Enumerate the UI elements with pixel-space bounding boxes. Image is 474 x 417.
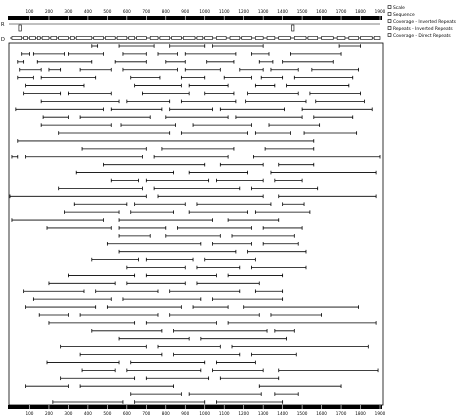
inverted-repeat-mark[interactable] [291,24,295,32]
repeats-frame [8,42,384,406]
bottom-tick-label: 1100 [219,411,230,416]
direct-coverage-block[interactable] [229,36,241,40]
top-tick-label: 1600 [316,9,327,14]
legend-label: Repeats - Inverted Repeats [393,26,453,32]
legend-checkbox[interactable] [387,19,392,23]
bottom-scale-ticks: 100 200 300 400 500 600 700 800 900 1000 1100 1200 1… [25,405,386,416]
top-tick-label: 700 [142,9,150,14]
top-tick-label: 600 [123,9,131,14]
bottom-tick-label: 300 [64,411,72,416]
bottom-tick-label: 500 [103,411,111,416]
direct-coverage-block[interactable] [159,36,170,40]
top-tick-label: 1900 [375,9,386,14]
top-scale-ticks: 100 200 300 400 500 600 700 800 900 1000 1100 1200 1… [25,9,386,20]
top-tick-label: 1300 [258,9,269,14]
direct-coverage-block[interactable] [70,36,75,40]
bottom-scale-bar [8,405,382,409]
bottom-tick-label: 1600 [316,411,327,416]
bottom-tick-label: 900 [181,411,189,416]
direct-coverage-block[interactable] [216,36,227,40]
legend-checkbox[interactable] [387,12,392,16]
legend-checkbox[interactable] [387,26,392,30]
top-scale: 100 200 300 400 500 600 700 800 900 1000 1100 1200 1… [8,9,386,20]
direct-coverage-block[interactable] [116,36,128,40]
direct-coverage-block[interactable] [307,36,318,40]
top-tick-label: 800 [162,9,170,14]
direct-coverage-block[interactable] [36,36,41,40]
inverted-coverage-track: R [1,22,380,32]
legend-checkbox[interactable] [387,33,392,37]
direct-coverage-block[interactable] [255,36,264,40]
top-tick-label: 1100 [219,9,230,14]
inverted-track-label: R [1,22,5,28]
bottom-scale: 100 200 300 400 500 600 700 800 900 1000 1100 1200 1… [8,405,386,416]
direct-coverage-block[interactable] [75,36,93,40]
direct-coverage-block[interactable] [136,36,147,40]
legend-label: Scale [393,5,405,11]
bottom-tick-label: 100 [25,411,33,416]
bottom-tick-label: 1300 [258,411,269,416]
direct-coverage-block[interactable] [336,36,346,40]
direct-coverage-block[interactable] [373,36,381,40]
top-tick-label: 1000 [199,9,210,14]
bottom-tick-label: 600 [123,411,131,416]
direct-coverage-block[interactable] [41,36,50,40]
direct-coverage-block[interactable] [348,36,359,40]
bottom-tick-label: 700 [142,411,150,416]
bottom-tick-label: 200 [45,411,53,416]
top-tick-label: 100 [25,9,33,14]
direct-coverage-block[interactable] [105,36,116,40]
direct-coverage-block[interactable] [58,36,69,40]
bottom-tick-label: 1900 [375,411,386,416]
direct-coverage-block[interactable] [23,36,28,40]
legend-label: Coverage - Direct Repeats [393,33,451,39]
direct-coverage-block[interactable] [196,36,204,40]
top-tick-label: 500 [103,9,111,14]
direct-coverage-block[interactable] [204,36,213,40]
direct-coverage-block[interactable] [241,36,252,40]
top-tick-label: 400 [84,9,92,14]
bottom-tick-label: 1700 [336,411,347,416]
inverted-repeat-mark[interactable] [18,24,22,32]
direct-coverage-block[interactable] [149,36,159,40]
bottom-tick-label: 1400 [277,411,288,416]
direct-coverage-track: D [1,36,381,43]
inverted-marks [18,24,295,32]
top-tick-label: 300 [64,9,72,14]
direct-coverage-block[interactable] [278,36,291,40]
legend-label: Sequence [393,12,415,18]
direct-coverage-block[interactable] [29,36,36,40]
direct-coverage-block[interactable] [50,36,58,40]
direct-coverage-block[interactable] [360,36,373,40]
direct-coverage-block[interactable] [11,36,22,40]
bottom-tick-label: 1200 [238,411,249,416]
direct-coverage-block[interactable] [266,36,276,40]
bottom-tick-label: 1800 [355,411,366,416]
direct-coverage-block[interactable] [171,36,182,40]
direct-coverage-block[interactable] [294,36,307,40]
repeats-bars [9,44,381,404]
top-scale-bar [8,16,382,20]
top-tick-label: 1700 [336,9,347,14]
bottom-tick-label: 1500 [297,411,308,416]
legend-label: Coverage - Inverted Repeats [393,19,457,25]
top-tick-label: 200 [45,9,53,14]
bottom-tick-label: 1000 [199,411,210,416]
top-tick-label: 1800 [355,9,366,14]
top-tick-label: 1500 [297,9,308,14]
direct-coverage-block[interactable] [183,36,196,40]
direct-coverage-block[interactable] [93,36,104,40]
direct-coverage-block[interactable] [128,36,135,40]
top-tick-label: 900 [181,9,189,14]
top-tick-label: 1400 [277,9,288,14]
bottom-tick-label: 400 [84,411,92,416]
top-tick-label: 1200 [238,9,249,14]
direct-coverage-block[interactable] [321,36,334,40]
legend-checkbox[interactable] [387,5,392,9]
direct-coverage-blocks [10,36,381,40]
direct-track-label: D [1,37,5,43]
bottom-tick-label: 800 [162,411,170,416]
